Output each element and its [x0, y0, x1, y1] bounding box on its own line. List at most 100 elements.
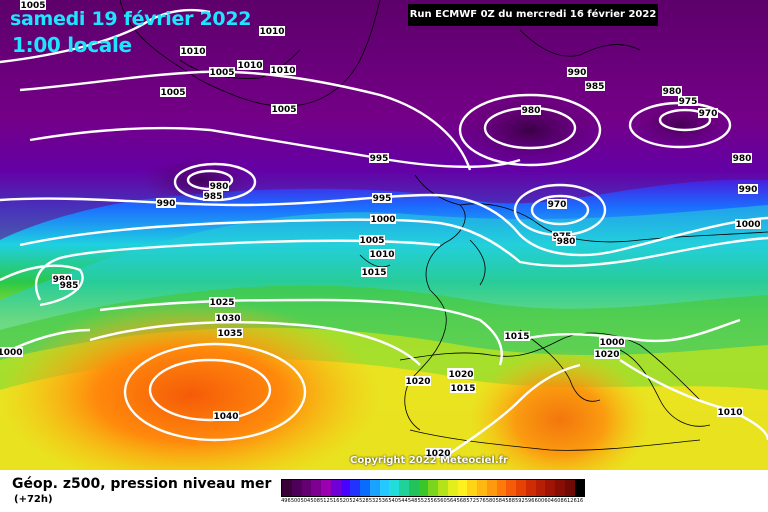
legend-swatch [301, 480, 312, 496]
legend-tick-label: 584 [495, 498, 506, 504]
isobar-label: 1020 [448, 370, 473, 380]
legend-swatch [369, 480, 380, 496]
legend-swatch [486, 480, 497, 496]
isobar-label-bg [678, 96, 698, 106]
isobar-label: 970 [548, 200, 567, 210]
isobar-label-bg [160, 87, 186, 97]
isobar-label-bg [370, 214, 396, 224]
isobar-label-bg [369, 249, 395, 259]
legend-swatch [311, 480, 321, 496]
isobar-label: 1000 [735, 220, 760, 230]
isobar-label: 1010 [180, 47, 205, 57]
legend-tick-label: 572 [466, 498, 476, 504]
legend-tick-label: 576 [476, 498, 486, 504]
isobar-label-bg [237, 60, 263, 70]
isobar-label: 1005 [359, 236, 384, 246]
legend-tick-label: 596 [524, 498, 535, 504]
isobar-label-bg [359, 235, 385, 245]
isobar-label: 995 [370, 154, 389, 164]
isobar-label-bg [662, 86, 682, 96]
isobar-label-bg [717, 407, 743, 417]
forecast-date: samedi 19 février 2022 [10, 8, 252, 30]
product-label: Géop. z500, pression niveau mer [12, 476, 272, 492]
isobar-label: 985 [204, 192, 223, 202]
legend-swatch [340, 480, 351, 496]
legend-tick-label: 504 [300, 498, 311, 504]
legend-tick-label: 540 [388, 498, 398, 504]
legend-tick-label: 500 [290, 498, 301, 504]
isobar-label: 1000 [0, 348, 23, 358]
isobar-label: 1010 [270, 66, 295, 76]
isobar-label: 1010 [717, 408, 742, 418]
isobar-label: 1020 [594, 350, 619, 360]
legend-swatch [555, 480, 565, 496]
isobar-label-bg [180, 46, 206, 56]
isobar-label-bg [203, 191, 223, 201]
isobar-label: 1040 [213, 412, 238, 422]
isobar-label: 1005 [271, 105, 296, 115]
legend-tick-label: 496 [281, 498, 291, 504]
legend-swatch [525, 480, 536, 496]
legend-tick-label: 520 [339, 498, 350, 504]
legend-swatch [457, 480, 468, 496]
legend-swatch [379, 480, 390, 496]
legend-swatch [291, 480, 302, 496]
isobar-label: 980 [522, 106, 541, 116]
legend-tick-label: 612 [563, 498, 574, 504]
isobar-label-bg [259, 26, 285, 36]
isobar-label-bg [567, 67, 587, 77]
isobar-label: 990 [157, 199, 176, 209]
legend-tick-label: 608 [554, 498, 564, 504]
local-time: 1:00 locale [12, 33, 132, 57]
isobar-label-bg [738, 184, 758, 194]
isobar-label: 1020 [405, 377, 430, 387]
legend-swatch [545, 480, 555, 496]
isobar-label: 990 [568, 68, 587, 78]
isobar-label-bg [521, 105, 541, 115]
legend-swatch [574, 480, 585, 496]
legend-tick-label: 516 [329, 498, 340, 504]
legend-swatch [389, 480, 399, 496]
legend-tick-label: 600 [534, 498, 545, 504]
isobar-label-bg [20, 0, 46, 10]
isobar-label-bg [271, 104, 297, 114]
legend-swatch [399, 480, 409, 496]
legend-swatch [516, 480, 526, 496]
isobar-label-bg [217, 328, 243, 338]
isobar-label-bg [209, 67, 235, 77]
legend-swatch [564, 480, 575, 496]
legend-swatch [447, 480, 458, 496]
isobar-label: 970 [699, 109, 718, 119]
isobar-label: 990 [739, 185, 758, 195]
isobar-label: 980 [210, 182, 229, 192]
legend-swatch [496, 480, 507, 496]
isobar-label-bg [215, 313, 241, 323]
legend-swatch [408, 480, 419, 496]
isobar-label-bg [156, 198, 176, 208]
legend-swatch [506, 480, 516, 496]
high-pressure-zone [0, 300, 380, 470]
low-pressure-zone-north [450, 90, 610, 170]
isobar-label: 1020 [425, 449, 450, 459]
legend-tick-label: 528 [359, 498, 369, 504]
isobar-label-bg [209, 181, 229, 191]
color-legend-ticks: 496 500 504 508 512 516 520 524 528 532 536 540 544 5… [281, 498, 583, 508]
legend-tick-label: 560 [437, 498, 447, 504]
copyright: Copyright 2022 Meteociel.fr [350, 455, 508, 466]
footer: Géop. z500, pression niveau mer (+72h) 4… [0, 470, 768, 512]
isobar-label: 1005 [160, 88, 185, 98]
legend-tick-label: 512 [320, 498, 330, 504]
isobar-label: 1010 [369, 250, 394, 260]
isobar-label: 1025 [209, 298, 234, 308]
isobar-label-bg [594, 349, 620, 359]
legend-tick-label: 552 [417, 498, 428, 504]
isobar-label-bg [59, 280, 79, 290]
isobar-label: 1005 [209, 68, 234, 78]
isobar-label-bg [585, 81, 605, 91]
legend-tick-label: 580 [485, 498, 496, 504]
isobar-label-bg [698, 108, 718, 118]
legend-tick-label: 508 [310, 498, 320, 504]
isobar-label-bg [213, 411, 239, 421]
